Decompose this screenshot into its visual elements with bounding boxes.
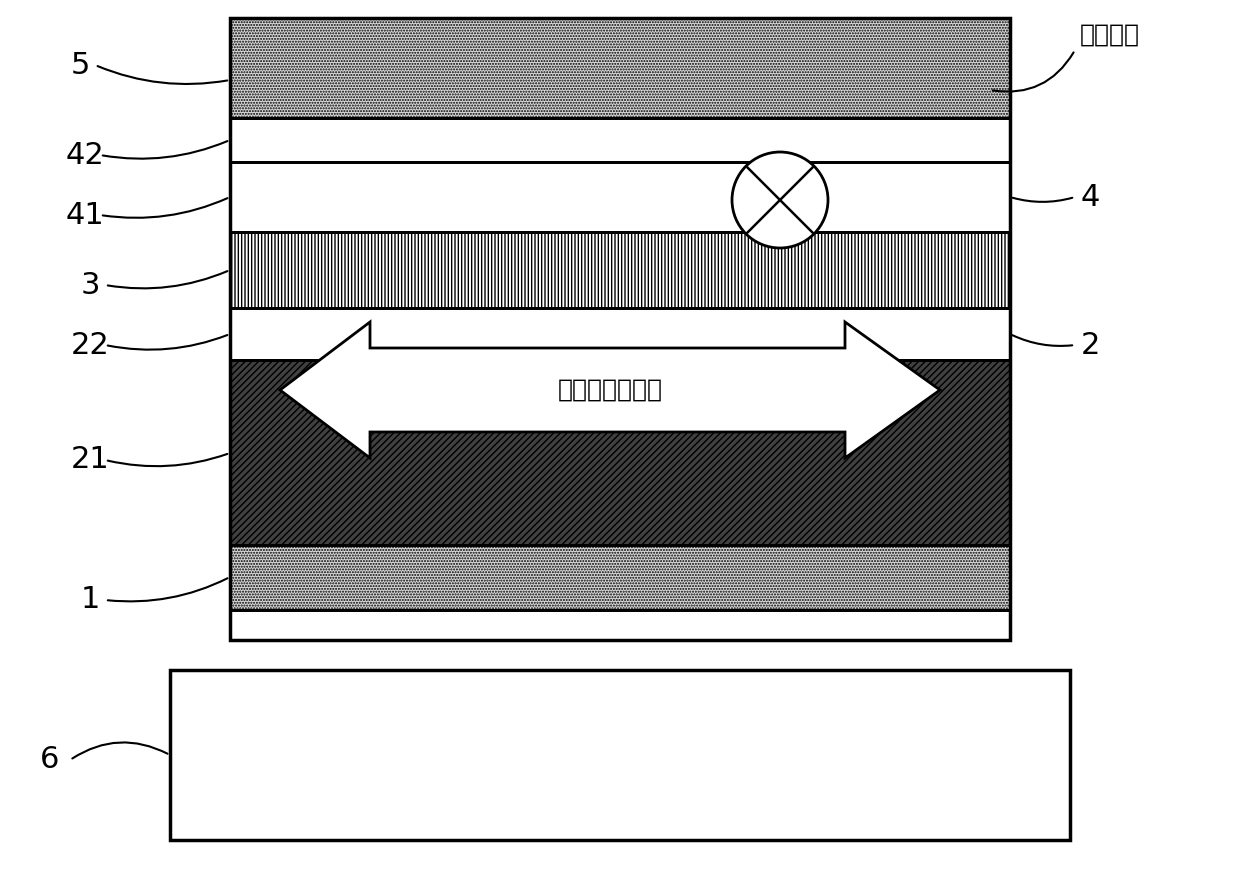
Text: 21: 21	[71, 445, 109, 475]
Bar	[229, 18, 1011, 640]
Bar	[229, 308, 1011, 360]
Text: 22: 22	[71, 331, 109, 360]
Bar	[229, 545, 1011, 610]
Text: 4: 4	[1080, 183, 1100, 212]
Bar	[229, 162, 1011, 232]
Bar	[229, 232, 1011, 308]
Text: 1: 1	[81, 586, 99, 615]
Text: 42: 42	[66, 140, 104, 169]
Text: 5: 5	[71, 50, 89, 79]
Text: 6: 6	[41, 745, 60, 774]
Bar	[229, 360, 1011, 545]
Text: 磁矩方向: 磁矩方向	[1080, 23, 1140, 47]
Bar	[229, 118, 1011, 162]
Polygon shape	[280, 322, 940, 458]
Text: 3: 3	[81, 271, 99, 300]
Circle shape	[732, 152, 828, 248]
Bar	[229, 18, 1011, 118]
Bar	[170, 670, 1070, 840]
Text: 41: 41	[66, 200, 104, 229]
Text: 铁电应力轴方向: 铁电应力轴方向	[558, 378, 662, 402]
Text: 2: 2	[1080, 331, 1100, 360]
